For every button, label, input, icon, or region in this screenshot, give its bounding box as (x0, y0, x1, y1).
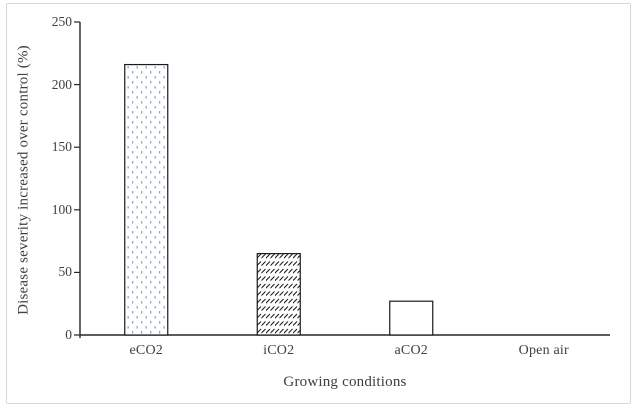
x-axis-title: Growing conditions (283, 374, 407, 390)
x-category-label-iCO2: iCO2 (263, 343, 295, 358)
x-category-label-Open-air: Open air (518, 343, 569, 358)
y-tick-label-50: 50 (58, 264, 73, 280)
x-category-label-aCO2: aCO2 (394, 343, 428, 358)
bar-iCO2 (256, 253, 301, 336)
y-axis-title: Disease severity increased over control … (15, 45, 32, 315)
y-tick-label-250: 250 (51, 14, 72, 29)
y-tick-label-0: 0 (65, 327, 72, 342)
bar-eCO2 (124, 63, 169, 336)
y-tick-label-100: 100 (51, 201, 72, 217)
y-tick-label-200: 200 (51, 76, 72, 92)
plot-area (74, 21, 610, 338)
bars (124, 63, 434, 336)
bar-aCO2 (389, 300, 434, 336)
y-tick-label-150: 150 (51, 139, 72, 155)
x-category-label-eCO2: eCO2 (129, 343, 163, 358)
